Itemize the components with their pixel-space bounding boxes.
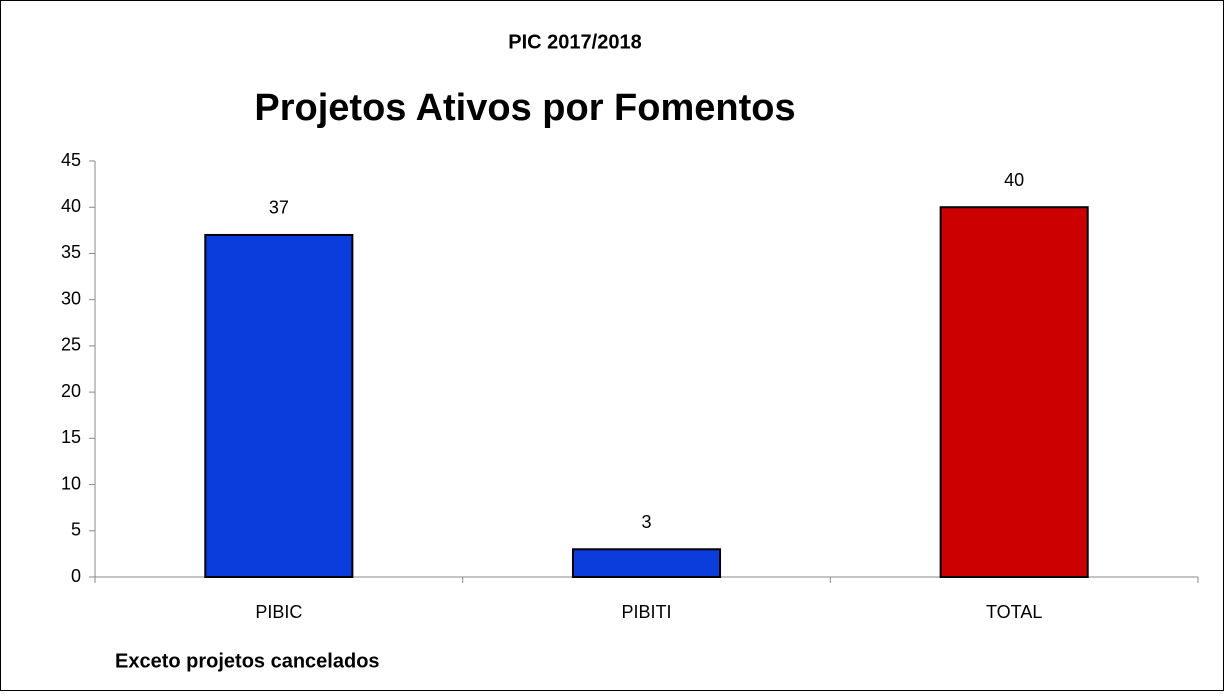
- y-tick-label: 20: [61, 381, 81, 401]
- bar: [571, 548, 722, 578]
- x-tick-label: TOTAL: [986, 602, 1042, 622]
- y-tick-label: 45: [61, 150, 81, 170]
- data-label: 3: [641, 512, 651, 532]
- y-tick-label: 35: [61, 242, 81, 262]
- chart-title: Projetos Ativos por Fomentos: [254, 87, 795, 129]
- y-tick-label: 0: [71, 566, 81, 586]
- chart-note: Exceto projetos cancelados: [115, 650, 380, 672]
- x-tick-label: PIBIC: [255, 602, 302, 622]
- y-tick-label: 30: [61, 288, 81, 308]
- chart-supertitle: PIC 2017/2018: [508, 31, 641, 53]
- bar: [204, 233, 354, 578]
- bar: [939, 206, 1089, 578]
- data-label: 37: [269, 198, 289, 218]
- x-tick-label: PIBITI: [621, 602, 671, 622]
- y-tick-label: 25: [61, 335, 81, 355]
- y-tick-label: 10: [61, 473, 81, 493]
- y-tick-label: 40: [61, 196, 81, 216]
- y-tick-label: 15: [61, 427, 81, 447]
- data-label: 40: [1004, 170, 1024, 190]
- y-tick-label: 5: [71, 520, 81, 540]
